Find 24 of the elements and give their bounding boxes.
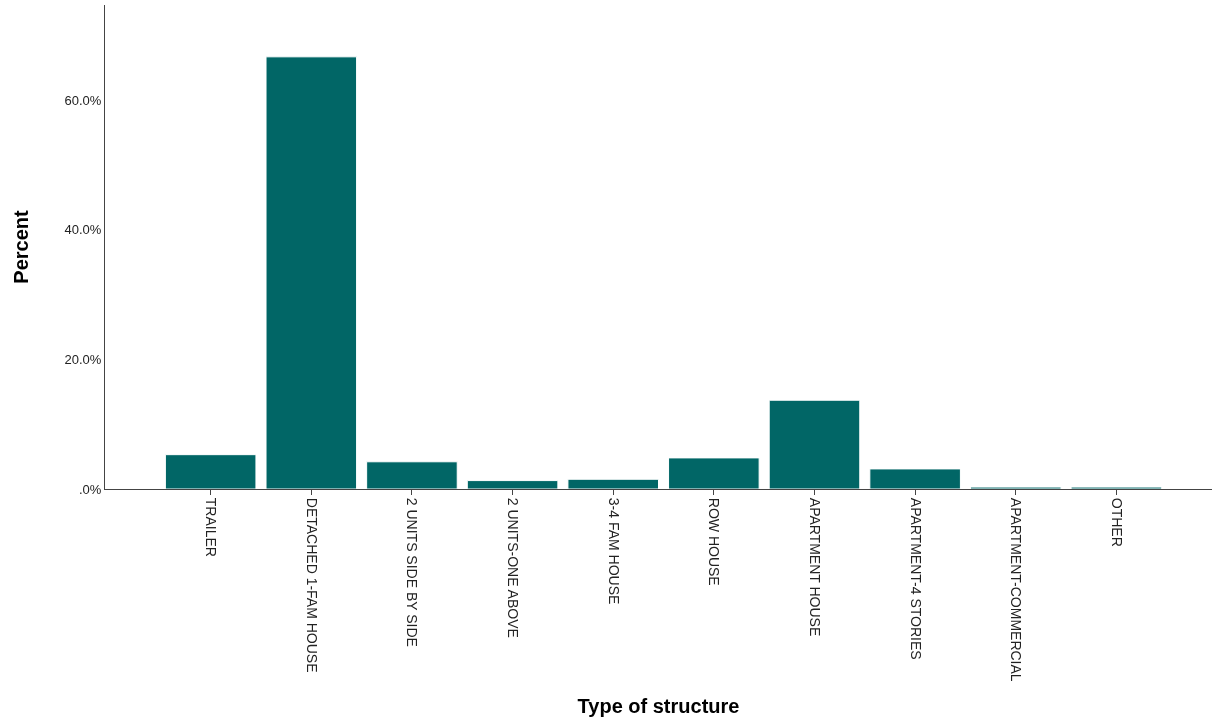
x-tick-label: APARTMENT HOUSE	[806, 497, 823, 637]
bar	[768, 399, 861, 489]
bar	[668, 457, 760, 489]
x-tick-label: TRAILER	[203, 497, 220, 557]
bar	[567, 478, 659, 489]
x-tick-label: DETACHED 1-FAM HOUSE	[303, 497, 320, 673]
bar	[869, 468, 961, 489]
x-tick-label: OTHER	[1108, 497, 1125, 547]
x-tick-label: 2 UNITS-ONE ABOVE	[505, 497, 522, 638]
y-tick-label: .0%	[78, 481, 102, 497]
x-tick-label: 3-4 FAM HOUSE	[605, 497, 622, 605]
bar	[366, 461, 458, 489]
bar	[164, 454, 257, 489]
bar	[265, 56, 358, 489]
y-axis-title: Percent	[10, 209, 33, 284]
y-tick-label: 60.0%	[64, 92, 102, 108]
x-tick-label: ROW HOUSE	[706, 497, 723, 586]
x-axis-title: Type of structure	[577, 695, 740, 718]
bar	[466, 480, 559, 489]
y-tick-label: 40.0%	[64, 222, 102, 238]
x-tick-label: 2 UNITS SIDE BY SIDE	[404, 497, 421, 647]
y-tick-label: 20.0%	[64, 351, 102, 367]
x-tick-label: APARTMENT-4 STORIES	[907, 497, 924, 660]
x-tick-label: APARTMENT-COMMERCIAL	[1008, 497, 1025, 682]
